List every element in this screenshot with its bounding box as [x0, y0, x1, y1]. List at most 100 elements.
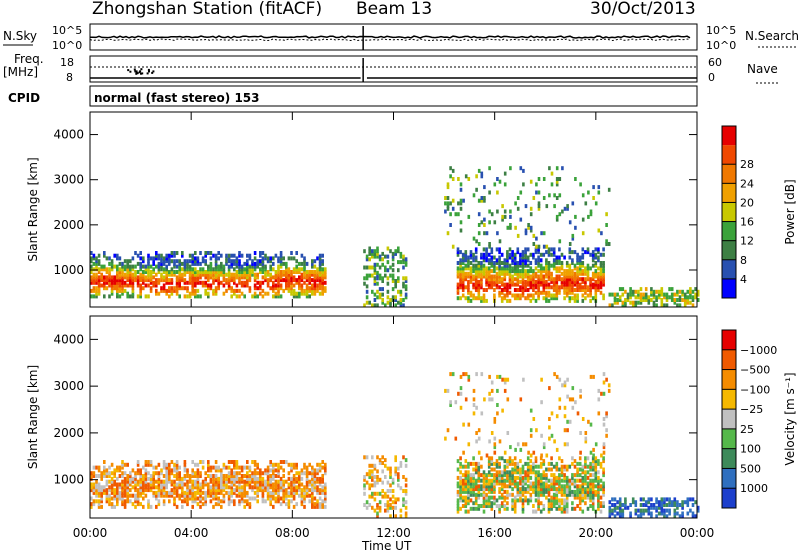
heatmap-cell	[272, 288, 275, 293]
heatmap-cell	[363, 503, 366, 507]
heatmap-cell	[371, 505, 374, 510]
heatmap-cell	[103, 286, 106, 291]
heatmap-cell	[563, 288, 566, 292]
heatmap-cell	[568, 263, 572, 268]
heatmap-cell	[303, 280, 306, 285]
heatmap-cell	[186, 259, 189, 264]
heatmap-cell	[371, 494, 374, 499]
heatmap-cell	[305, 261, 309, 266]
heatmap-cell	[97, 488, 101, 493]
heatmap-cell	[521, 277, 525, 282]
heatmap-cell	[227, 267, 231, 272]
heatmap-cell	[290, 275, 293, 280]
heatmap-cell	[526, 296, 530, 301]
heatmap-cell	[495, 481, 499, 486]
heatmap-cell	[253, 294, 257, 299]
heatmap-cell	[212, 253, 215, 258]
heatmap-cell	[547, 484, 551, 489]
heatmap-cell	[384, 268, 387, 273]
heatmap-cell	[394, 469, 397, 474]
heatmap-cell	[581, 293, 585, 298]
heatmap-cell	[599, 261, 603, 265]
heatmap-cell	[532, 487, 535, 492]
heatmap-cell	[459, 206, 463, 211]
heatmap-cell	[581, 231, 585, 236]
heatmap-cell	[105, 490, 109, 495]
heatmap-cell	[139, 272, 142, 277]
heatmap-cell	[558, 277, 561, 282]
heatmap-cell	[376, 270, 379, 275]
heatmap-cell	[467, 492, 470, 497]
heatmap-cell	[118, 465, 122, 470]
heatmap-cell	[235, 488, 239, 493]
heatmap-cell	[550, 504, 553, 508]
heatmap-cell	[584, 492, 587, 497]
colorbar-swatch	[722, 145, 736, 165]
heatmap-cell	[560, 487, 564, 492]
heatmap-cell	[110, 496, 114, 501]
heatmap-cell	[477, 168, 481, 173]
colorbar-swatch	[722, 183, 736, 203]
heatmap-cell	[204, 283, 207, 288]
heatmap-cell	[282, 288, 285, 293]
heatmap-cell	[235, 474, 239, 478]
heatmap-cell	[324, 493, 327, 498]
heatmap-cell	[456, 269, 460, 274]
heatmap-cell	[316, 488, 319, 493]
heatmap-cell	[500, 492, 504, 497]
heatmap-cell	[555, 467, 559, 472]
heatmap-cell	[542, 442, 546, 447]
heatmap-cell	[394, 458, 397, 463]
heatmap-cell	[534, 484, 538, 489]
heatmap-cell	[571, 282, 574, 287]
heatmap-cell	[524, 228, 528, 233]
heatmap-cell	[511, 470, 514, 475]
heatmap-cell	[474, 461, 478, 466]
heatmap-cell	[532, 489, 535, 494]
heatmap-cell	[547, 487, 551, 492]
heatmap-cell	[558, 193, 562, 198]
heatmap-cell	[462, 198, 465, 203]
heatmap-cell	[508, 461, 512, 466]
heatmap-cell	[186, 490, 189, 495]
heatmap-cell	[238, 493, 241, 498]
heatmap-cell	[503, 182, 507, 187]
heatmap-cell	[220, 261, 223, 266]
heatmap-cell	[129, 278, 132, 283]
heatmap-cell	[461, 258, 465, 263]
heatmap-cell	[175, 278, 179, 283]
heatmap-cell	[269, 479, 272, 484]
heatmap-cell	[519, 166, 523, 171]
heatmap-cell	[248, 256, 252, 261]
heatmap-cell	[272, 280, 275, 285]
heatmap-cell	[534, 489, 538, 494]
heatmap-cell	[444, 388, 447, 393]
heatmap-cell	[532, 279, 535, 284]
heatmap-cell	[519, 271, 522, 276]
heatmap-cell	[547, 467, 551, 472]
heatmap-cell	[178, 278, 181, 283]
heatmap-cell	[368, 300, 371, 305]
heatmap-cell	[298, 278, 301, 283]
heatmap-cell	[90, 485, 93, 490]
heatmap-cell	[558, 456, 561, 461]
heatmap-cell	[542, 266, 546, 271]
heatmap-cell	[157, 278, 161, 283]
colorbar-tick-label: −1000	[740, 344, 777, 357]
heatmap-cell	[496, 403, 499, 407]
heatmap-cell	[459, 391, 463, 396]
heatmap-cell	[508, 290, 512, 295]
heatmap-cell	[660, 500, 664, 505]
heatmap-cell	[469, 492, 473, 497]
heatmap-cell	[490, 481, 494, 486]
heatmap-cell	[605, 433, 608, 438]
heatmap-cell	[644, 503, 648, 507]
heatmap-cell	[220, 504, 223, 509]
heatmap-cell	[168, 476, 171, 481]
heatmap-cell	[225, 479, 228, 484]
heatmap-cell	[209, 490, 213, 495]
heatmap-cell	[602, 282, 605, 287]
heatmap-cell	[591, 271, 595, 276]
heatmap-cell	[558, 266, 561, 271]
heatmap-cell	[274, 272, 278, 277]
